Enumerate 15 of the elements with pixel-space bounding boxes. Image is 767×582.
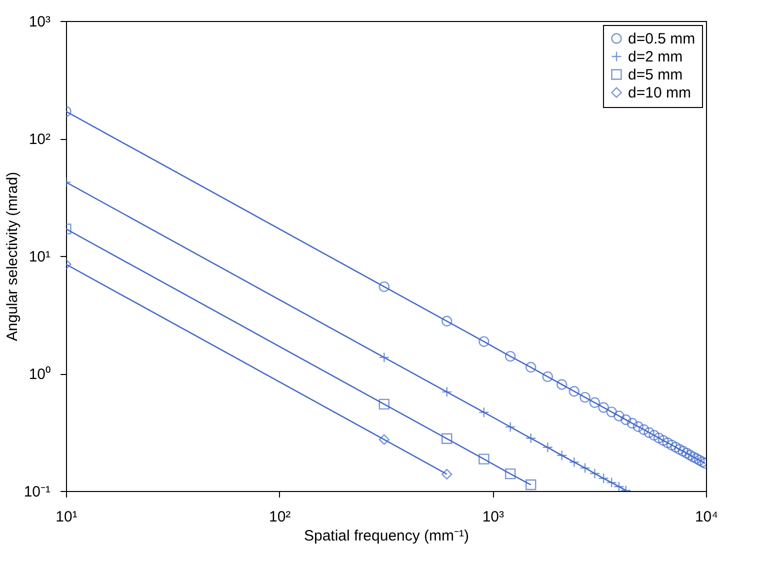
legend-label: d=5 mm xyxy=(628,66,683,84)
x-tick-label: 10¹ xyxy=(56,508,78,526)
x-axis-title: Spatial frequency (mm⁻¹) xyxy=(304,528,470,544)
y-tick-label: 10⁻¹ xyxy=(24,484,50,500)
legend-label: d=2 mm xyxy=(628,48,683,66)
legend-label: d=0.5 mm xyxy=(628,30,696,48)
y-axis-title: Angular selectivity (mrad) xyxy=(4,172,21,342)
x-tick-label: 10³ xyxy=(482,508,504,526)
legend-label: d=10 mm xyxy=(628,84,691,102)
y-tick-label: 10² xyxy=(28,131,50,148)
y-tick-label: 10¹ xyxy=(28,248,50,266)
y-tick-label: 10⁰ xyxy=(28,366,50,383)
x-tick-label: 10⁴ xyxy=(694,508,718,526)
x-tick-label: 10² xyxy=(268,508,291,526)
y-tick-label: 10³ xyxy=(28,14,50,30)
